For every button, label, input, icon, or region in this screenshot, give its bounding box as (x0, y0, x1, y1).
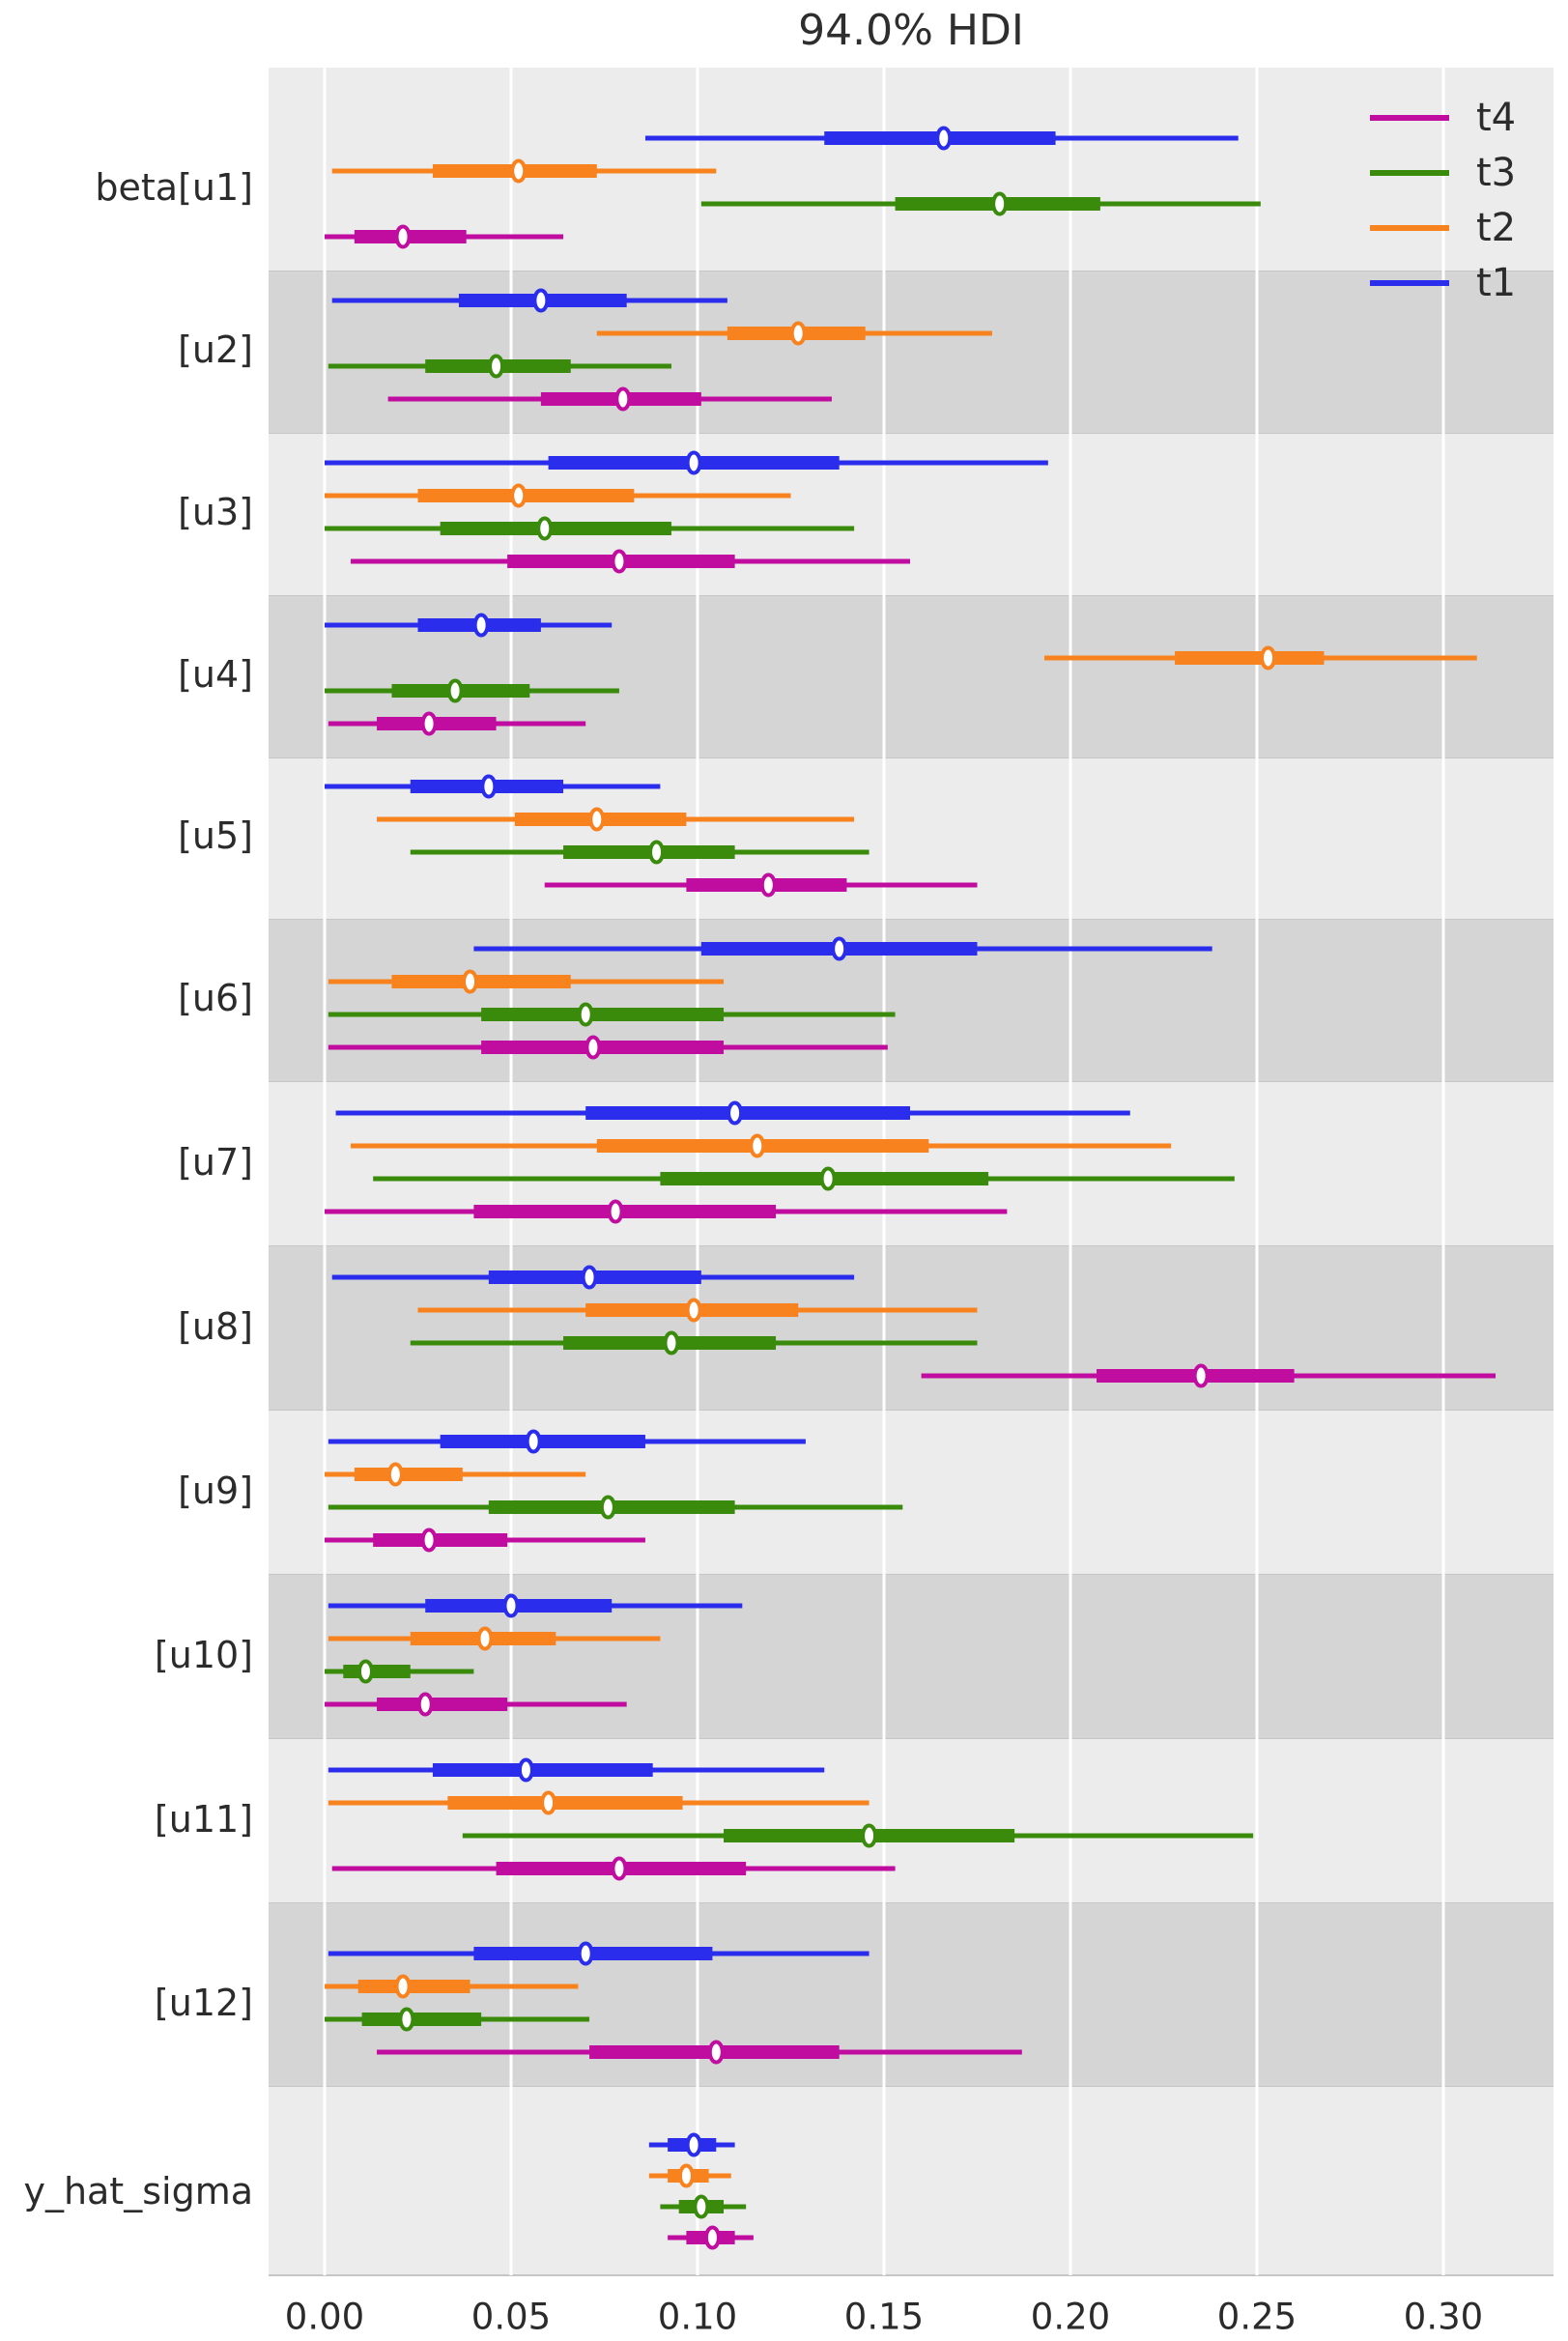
row-u2-t2-median-marker (789, 321, 807, 346)
row-u5-t1-median-marker (480, 774, 498, 799)
row-label-u8: [u8] (178, 1305, 253, 1348)
row-label-u3: [u3] (178, 491, 253, 533)
row-u3-t4-median-marker (611, 549, 628, 574)
row-label-u6: [u6] (178, 977, 253, 1019)
x-tick-label-0.10: 0.10 (658, 2297, 737, 2338)
row-u4-t3-median-marker (446, 678, 464, 703)
band-u8 (269, 1246, 1554, 1411)
row-u6-t3-median-marker (577, 1002, 594, 1027)
row-u11-t3-median-marker (861, 1823, 878, 1848)
row-label-y-hat-sigma: y_hat_sigma (23, 2170, 253, 2213)
row-u3-t2-median-marker (510, 483, 527, 508)
row-u5-t3-median-marker (648, 840, 666, 865)
row-u4-t2-median-marker (1260, 645, 1277, 671)
legend-label-t2: t2 (1476, 206, 1516, 250)
chart-title: 94.0% HDI (798, 6, 1024, 55)
x-tick-label-0.20: 0.20 (1031, 2297, 1110, 2338)
row-u6-t4-median-marker (584, 1035, 602, 1060)
band-u3 (269, 434, 1554, 596)
row-u7-t4-median-marker (607, 1199, 624, 1224)
row-u2-t1-median-marker (532, 288, 550, 313)
x-tick-label-0.00: 0.00 (285, 2297, 364, 2338)
row-u5-t4-median-marker (759, 872, 777, 898)
x-tick-label-0.30: 0.30 (1404, 2297, 1483, 2338)
row-u8-t3-median-marker (663, 1330, 680, 1356)
row-u6-t1-median-marker (831, 936, 848, 961)
row-u7-t3-median-marker (819, 1166, 837, 1191)
row-u3-t1-median-marker (685, 450, 702, 475)
x-tick-label-0.15: 0.15 (844, 2297, 924, 2338)
row-u9-t4-median-marker (420, 1527, 438, 1553)
row-label-u5: [u5] (178, 814, 253, 857)
row-u12-t4-median-marker (707, 2040, 725, 2065)
row-u9-t2-median-marker (386, 1462, 404, 1487)
row-label-u10: [u10] (155, 1634, 253, 1676)
row-u9-t1-median-marker (525, 1429, 542, 1454)
row-u5-t2-median-marker (588, 807, 606, 832)
row-label-u4: [u4] (178, 653, 253, 696)
x-tick-label-0.05: 0.05 (471, 2297, 551, 2338)
row-label-u9: [u9] (178, 1470, 253, 1512)
row-u7-t1-median-marker (727, 1100, 744, 1126)
row-u11-t2-median-marker (540, 1790, 557, 1815)
row-y-hat-sigma-t1-median-marker (685, 2132, 702, 2157)
row-label-u12: [u12] (155, 1982, 253, 2024)
row-u2-t4-median-marker (614, 386, 632, 412)
row-beta-u1-t1-median-marker (935, 126, 953, 151)
band-y-hat-sigma (269, 2087, 1554, 2275)
row-beta-u1-t3-median-marker (991, 191, 1009, 216)
row-beta-u1-t2-median-marker (510, 158, 527, 184)
row-y-hat-sigma-t4-median-marker (703, 2225, 721, 2250)
row-label-beta-u1: beta[u1] (95, 166, 253, 209)
row-u10-t4-median-marker (416, 1692, 434, 1717)
row-u8-t4-median-marker (1192, 1363, 1210, 1388)
band-u12 (269, 1903, 1554, 2087)
row-beta-u1-t4-median-marker (394, 224, 412, 249)
legend-label-t4: t4 (1476, 96, 1516, 140)
row-u6-t2-median-marker (462, 969, 479, 994)
legend-label-t3: t3 (1476, 151, 1516, 195)
row-u10-t3-median-marker (356, 1659, 374, 1684)
row-u8-t2-median-marker (685, 1298, 702, 1323)
row-u12-t3-median-marker (398, 2007, 415, 2032)
band-u7 (269, 1082, 1554, 1246)
row-u10-t1-median-marker (502, 1593, 520, 1618)
row-u11-t4-median-marker (611, 1856, 628, 1881)
x-tick-label-0.25: 0.25 (1217, 2297, 1297, 2338)
row-u7-t2-median-marker (749, 1133, 766, 1158)
row-u11-t1-median-marker (517, 1757, 534, 1783)
legend-label-t1: t1 (1476, 261, 1516, 305)
row-u12-t2-median-marker (394, 1974, 412, 1999)
row-u10-t2-median-marker (476, 1626, 494, 1651)
row-y-hat-sigma-t3-median-marker (693, 2194, 710, 2219)
row-u2-t3-median-marker (488, 354, 505, 379)
row-u4-t1-median-marker (472, 613, 490, 638)
row-u4-t4-median-marker (420, 711, 438, 736)
row-u12-t1-median-marker (577, 1941, 594, 1966)
row-u9-t3-median-marker (599, 1495, 616, 1520)
row-y-hat-sigma-t2-median-marker (677, 2163, 695, 2188)
row-label-u7: [u7] (178, 1141, 253, 1184)
row-u8-t1-median-marker (581, 1265, 598, 1290)
row-label-u11: [u11] (155, 1798, 253, 1841)
row-u3-t3-median-marker (536, 516, 554, 541)
row-label-u2: [u2] (178, 328, 253, 371)
